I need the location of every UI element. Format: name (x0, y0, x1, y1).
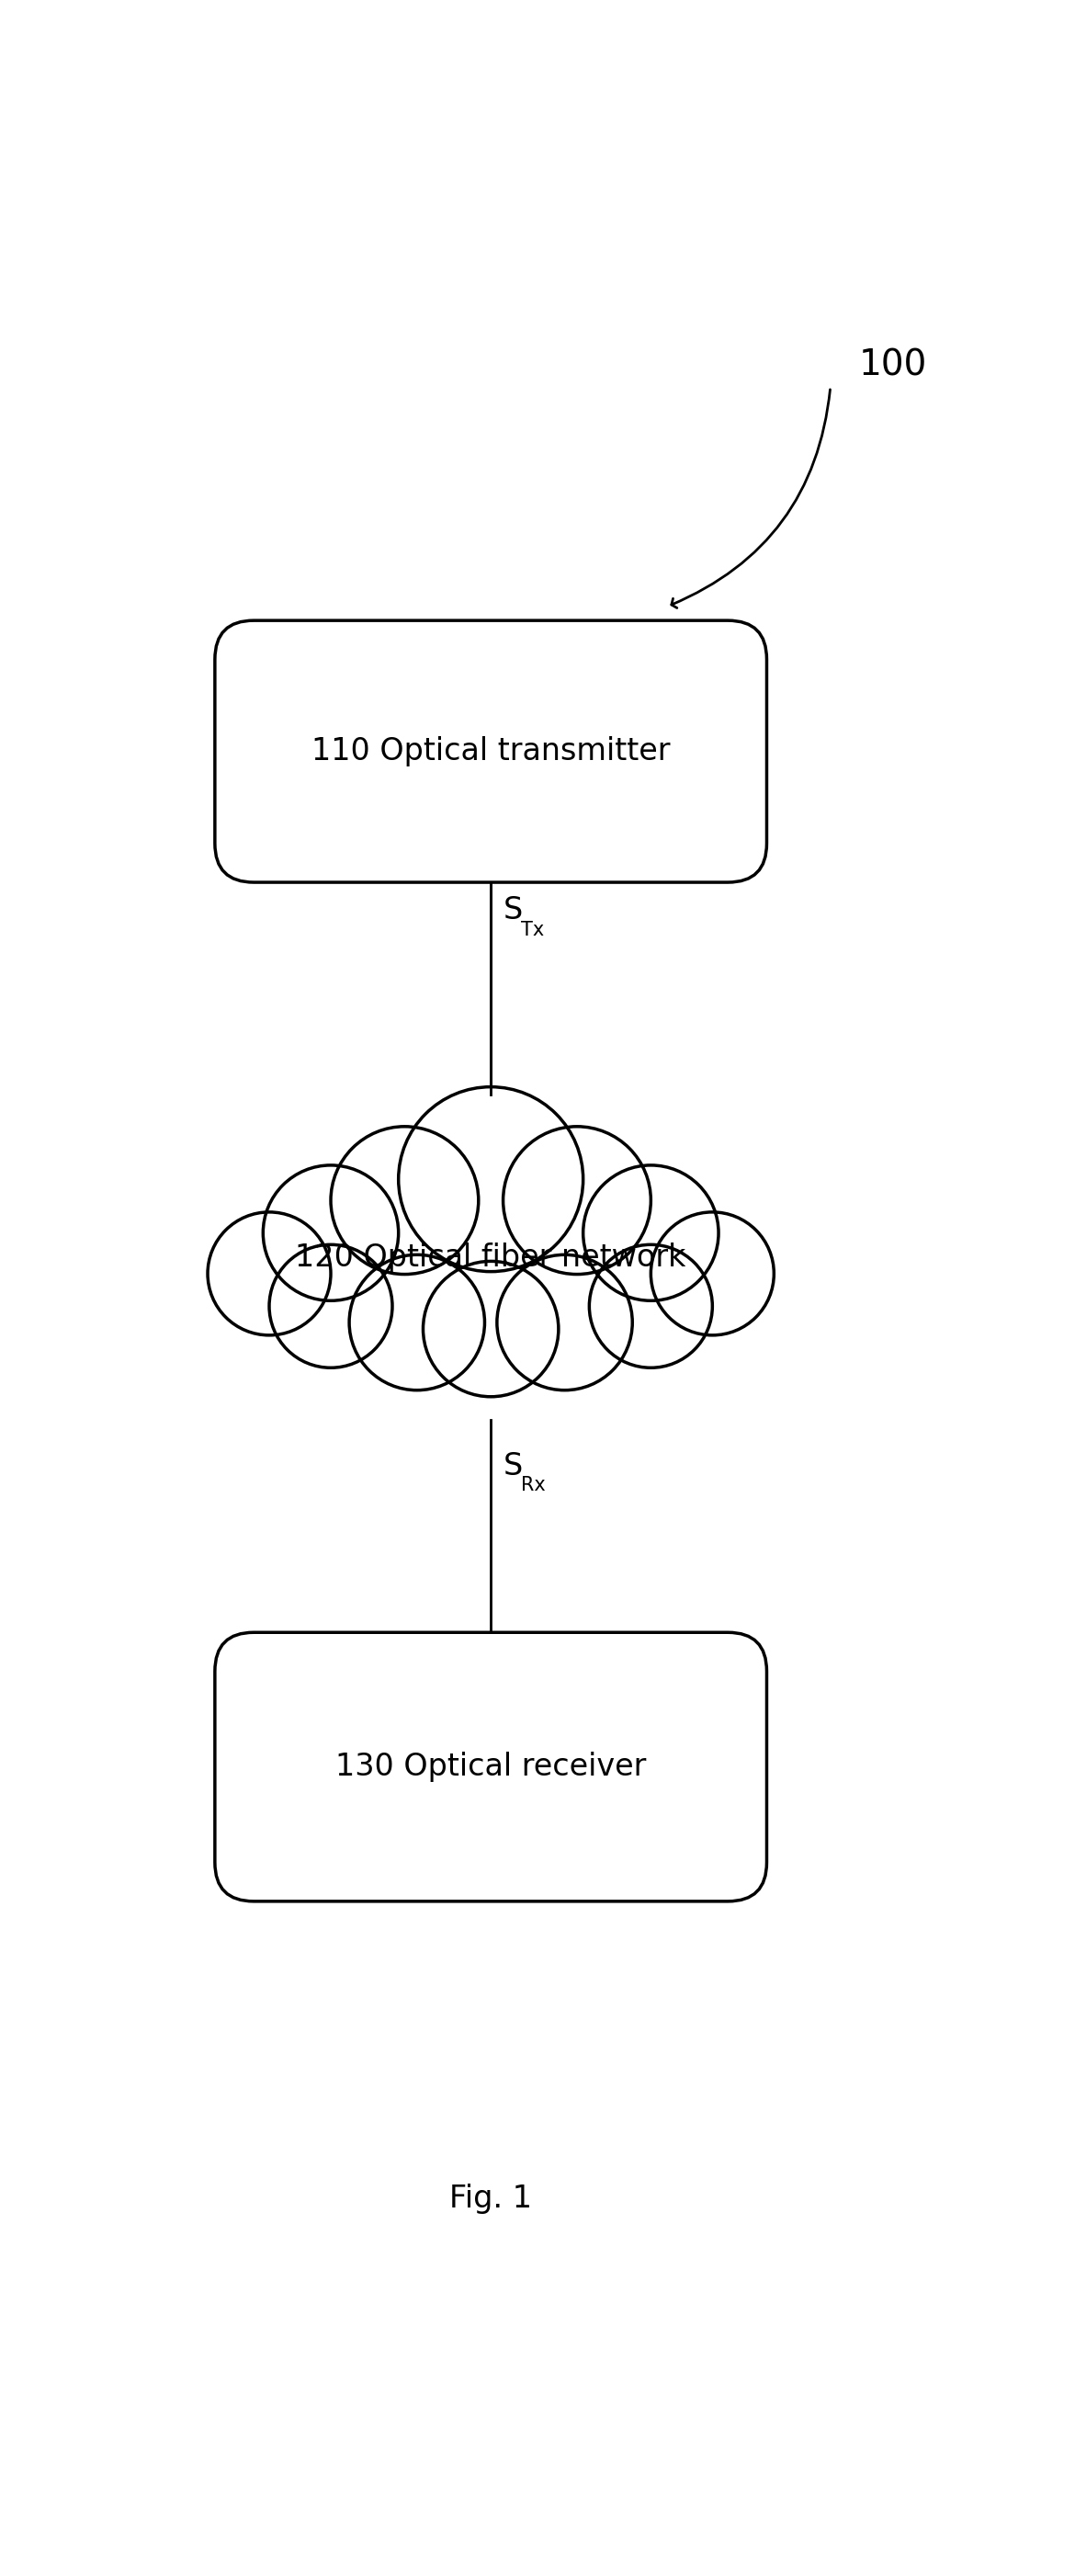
Circle shape (399, 1087, 583, 1273)
Text: 110 Optical transmitter: 110 Optical transmitter (312, 737, 670, 768)
Text: S: S (503, 1450, 524, 1481)
Text: Fig. 1: Fig. 1 (449, 2184, 532, 2213)
Circle shape (650, 1213, 774, 1334)
Circle shape (269, 1244, 392, 1368)
Circle shape (263, 1164, 399, 1301)
Text: 120 Optical fiber network: 120 Optical fiber network (296, 1242, 686, 1273)
Circle shape (583, 1164, 718, 1301)
Circle shape (503, 1126, 650, 1275)
Circle shape (589, 1244, 713, 1368)
Text: 100: 100 (859, 348, 927, 384)
Circle shape (497, 1255, 632, 1391)
Text: Rx: Rx (520, 1476, 545, 1494)
Circle shape (207, 1213, 331, 1334)
FancyBboxPatch shape (215, 621, 766, 884)
Text: S: S (503, 896, 524, 925)
Circle shape (424, 1262, 559, 1396)
Text: 130 Optical receiver: 130 Optical receiver (335, 1752, 646, 1783)
Circle shape (349, 1255, 485, 1391)
FancyBboxPatch shape (215, 1633, 766, 1901)
Text: Tx: Tx (520, 922, 544, 940)
Circle shape (331, 1126, 478, 1275)
